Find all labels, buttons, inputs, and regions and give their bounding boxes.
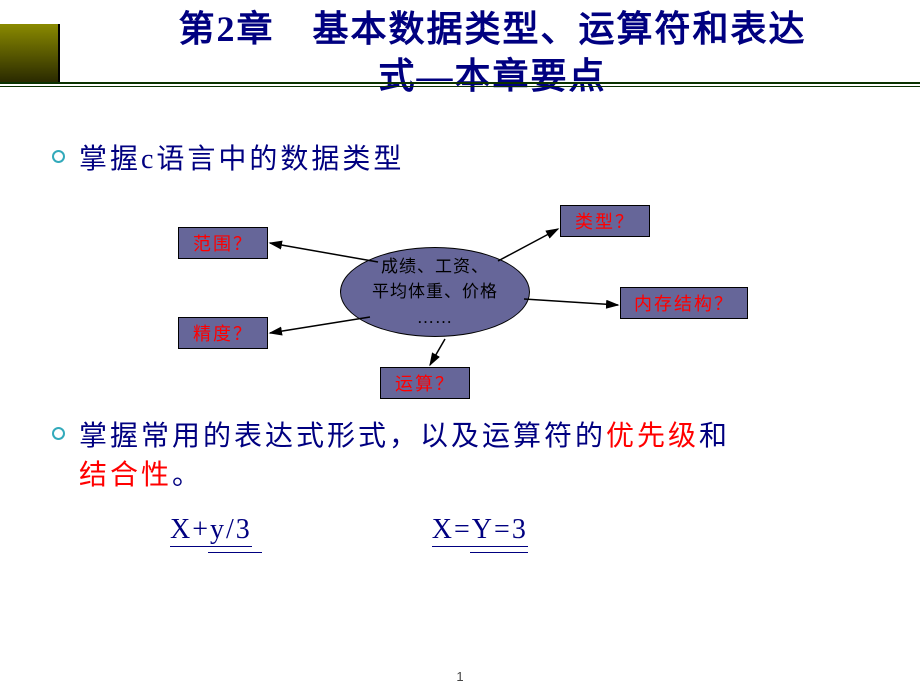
bullet2-prefix: 掌握常用的表达式形式，以及运算符的: [79, 421, 606, 452]
expr-2-text: X=Y=3: [432, 514, 528, 547]
accent-block: [0, 24, 60, 82]
box-operation: 运算？: [380, 367, 470, 399]
expr-1: X+y/3: [170, 514, 252, 547]
header-divider: [0, 82, 920, 87]
slide-header: 第2章 基本数据类型、运算符和表达 式—本章要点: [0, 0, 920, 100]
title-line2: 式—本章要点: [378, 56, 606, 96]
title-line1: 第2章 基本数据类型、运算符和表达: [178, 9, 806, 49]
bullet-marker: [52, 427, 65, 440]
bullet2-mid: 和: [699, 421, 730, 452]
expr-1-text: X+y/3: [170, 514, 252, 547]
ellipse-text: 成绩、工资、平均体重、价格……: [372, 254, 498, 331]
bullet-2: 掌握常用的表达式形式，以及运算符的优先级和结合性。: [52, 417, 920, 495]
box-precision: 精度？: [178, 317, 268, 349]
slide-content: 掌握c语言中的数据类型 成绩、工资、平均体重、价格…… 类型？ 范围？ 内存结构…: [0, 140, 920, 547]
box-memory: 内存结构？: [620, 287, 748, 319]
bullet-marker: [52, 150, 65, 163]
expr-2-sub-underline: [470, 552, 528, 553]
expression-examples: X+y/3 X=Y=3: [170, 514, 920, 547]
box-range: 范围？: [178, 227, 268, 259]
bullet-1-text: 掌握c语言中的数据类型: [79, 140, 404, 179]
box-type: 类型？: [560, 205, 650, 237]
bullet2-suffix: 。: [172, 460, 203, 491]
concept-diagram: 成绩、工资、平均体重、价格…… 类型？ 范围？ 内存结构？ 精度？ 运算？: [0, 187, 920, 407]
expr-2: X=Y=3: [432, 514, 528, 547]
bullet2-red2: 结合性: [79, 460, 172, 491]
bullet-1: 掌握c语言中的数据类型: [52, 140, 920, 179]
bullet-2-text: 掌握常用的表达式形式，以及运算符的优先级和结合性。: [79, 417, 730, 495]
diagram-center-ellipse: 成绩、工资、平均体重、价格……: [340, 247, 530, 337]
bullet2-red1: 优先级: [606, 421, 699, 452]
page-number: 1: [0, 669, 920, 684]
expr-1-sub-underline: [208, 552, 262, 553]
